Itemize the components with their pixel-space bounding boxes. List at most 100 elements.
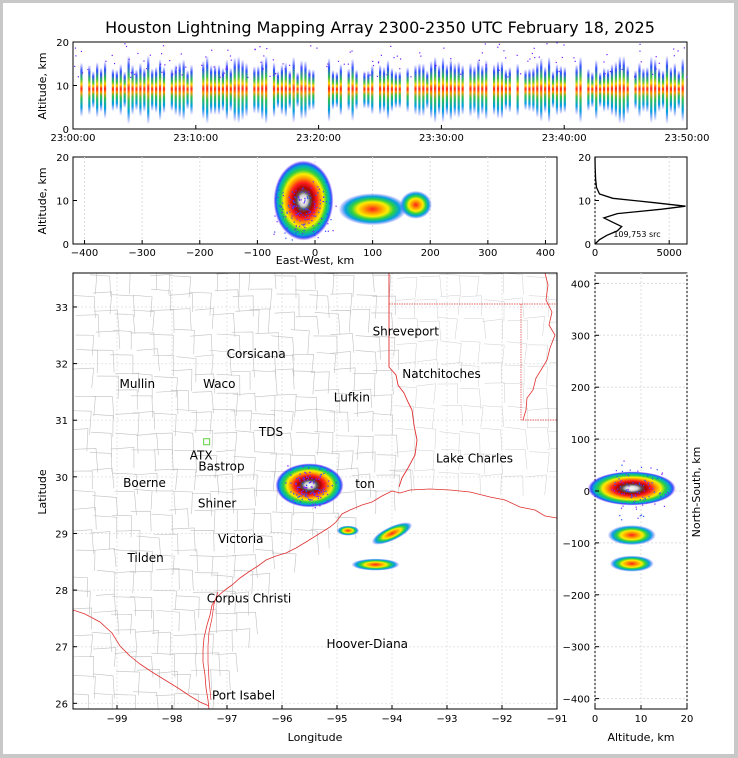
plan-xtick-label: −97 xyxy=(216,714,237,725)
plan-source xyxy=(299,478,301,481)
east-west-source xyxy=(319,199,322,201)
plan-source xyxy=(320,491,322,493)
parish-line xyxy=(502,273,524,295)
north-south-ticks: 0 10 20 −400 −300 −200 −100 0 100 200 300 400 xyxy=(563,279,694,725)
east-west-source xyxy=(276,194,278,196)
parish-line xyxy=(480,427,503,450)
county-line xyxy=(269,355,295,377)
altitude-time-source xyxy=(558,70,560,73)
north-south-source xyxy=(643,490,646,492)
county-line xyxy=(249,308,270,333)
county-line xyxy=(194,633,214,655)
plan-xtick-label: −92 xyxy=(491,714,512,725)
county-line xyxy=(274,273,277,289)
parish-line xyxy=(528,295,550,317)
east-west-source xyxy=(319,207,321,209)
county-line xyxy=(109,354,134,375)
altitude-time-burst xyxy=(599,71,602,108)
county-line xyxy=(216,273,219,292)
parish-line xyxy=(484,299,505,322)
altitude-time-burst xyxy=(280,64,283,116)
altitude-time-burst xyxy=(681,58,684,122)
parish-line xyxy=(549,470,557,472)
county-line xyxy=(115,432,139,454)
plan-cluster-offshore-1 xyxy=(337,525,359,536)
county-line xyxy=(153,534,179,555)
plan-source xyxy=(307,477,310,479)
altitude-time-burst xyxy=(661,70,665,110)
altitude-time-burst xyxy=(288,70,291,110)
plan-source xyxy=(303,478,306,480)
county-line xyxy=(151,288,171,312)
north-south-source xyxy=(656,469,658,471)
altitude-time-source xyxy=(201,64,203,66)
altitude-time-burst xyxy=(540,58,543,122)
parish-line xyxy=(507,405,528,429)
altitude-time-source xyxy=(219,76,221,78)
plan-source xyxy=(320,473,323,476)
east-west-source xyxy=(293,193,295,195)
east-west-source xyxy=(292,199,295,201)
county-line xyxy=(233,508,256,529)
altitude-time-source xyxy=(655,56,657,58)
county-line xyxy=(216,333,241,359)
altitude-time-burst xyxy=(202,60,205,120)
plan-source xyxy=(326,500,329,503)
county-line xyxy=(136,535,162,559)
altitude-time-source xyxy=(230,59,232,61)
altitude-time-burst xyxy=(445,63,449,116)
county-line xyxy=(213,473,234,494)
plan-source xyxy=(331,484,334,487)
county-line xyxy=(194,308,214,329)
north-south-source xyxy=(624,502,626,505)
plan-source xyxy=(313,492,315,495)
county-line xyxy=(130,372,153,399)
altitude-time-burst xyxy=(92,71,95,109)
altitude-time-burst xyxy=(276,70,280,109)
east-west-ytick-label: 10 xyxy=(56,197,69,208)
altitude-time-burst xyxy=(135,69,138,111)
plan-source xyxy=(328,480,330,482)
county-line xyxy=(150,274,171,295)
plan-source xyxy=(302,493,304,496)
plan-source xyxy=(313,494,316,496)
altitude-time-source xyxy=(175,71,177,73)
plan-cluster-offshore-3 xyxy=(351,558,400,571)
altitude-time-source xyxy=(146,67,148,70)
county-line xyxy=(194,354,214,375)
county-line xyxy=(174,692,199,709)
east-west-source xyxy=(295,214,297,216)
north-south-source xyxy=(621,470,624,473)
altitude-time-source xyxy=(640,61,642,63)
plan-source xyxy=(298,495,301,498)
plan-source xyxy=(319,475,321,477)
county-line xyxy=(193,591,218,615)
altitude-time-source xyxy=(652,73,654,75)
station-label: Victoria xyxy=(218,532,264,546)
altitude-time-source xyxy=(254,48,256,50)
altitude-time-burst xyxy=(217,64,221,116)
east-west-source xyxy=(327,223,329,225)
altitude-time-burst xyxy=(485,59,488,120)
altitude-time-source xyxy=(229,55,232,57)
county-line xyxy=(356,294,377,319)
altitude-time-source xyxy=(561,56,563,59)
east-west-source xyxy=(291,215,293,217)
county-line xyxy=(156,671,178,691)
county-line xyxy=(233,569,254,595)
altitude-time-burst xyxy=(426,70,429,110)
altitude-time-source xyxy=(137,52,139,55)
north-south-source xyxy=(632,482,634,484)
east-west-source xyxy=(301,188,303,190)
county-line xyxy=(230,591,250,616)
plan-source xyxy=(295,483,297,486)
county-line xyxy=(175,409,197,433)
county-line xyxy=(92,673,115,699)
county-line xyxy=(253,451,277,477)
altitude-time-xtick-label: 23:40:00 xyxy=(542,133,587,144)
plan-source xyxy=(303,480,306,482)
county-line xyxy=(295,315,319,335)
county-line xyxy=(169,508,189,528)
county-line xyxy=(73,693,89,709)
county-line xyxy=(73,490,96,511)
